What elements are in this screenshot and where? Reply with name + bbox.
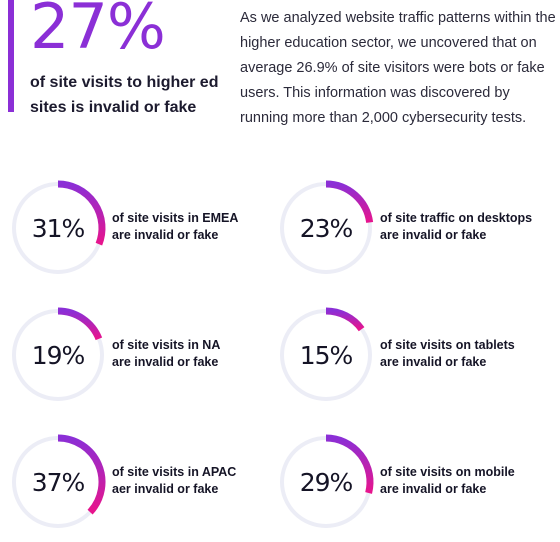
headline-stat: 27% (30, 0, 166, 63)
ring-progress-arc (57, 180, 106, 246)
stat-percent: 19% (31, 340, 86, 370)
stat-desktops: 23% of site traffic on desktops are inva… (276, 178, 536, 288)
stat-emea: 31% of site visits in EMEA are invalid o… (8, 178, 268, 288)
stat-label-line1: of site visits on tablets (380, 338, 515, 352)
stat-label-line1: of site visits in NA (112, 338, 221, 352)
donut-svg (12, 434, 106, 528)
stat-label-line2: are invalid or fake (380, 228, 487, 242)
donut-ring (276, 305, 376, 405)
stat-label: of site visits on tablets are invalid or… (380, 337, 540, 371)
stat-label: of site visits in EMEA are invalid or fa… (112, 210, 272, 244)
ring-progress-arc (325, 180, 374, 224)
donut-svg (280, 307, 372, 401)
stat-label: of site visits in NA are invalid or fake (112, 337, 272, 371)
stat-label: of site visits on mobile are invalid or … (380, 464, 540, 498)
stat-label-line1: of site traffic on desktops (380, 211, 533, 225)
headline-caption: of site visits to higher ed sites is inv… (30, 74, 219, 116)
ring-progress-arc (325, 434, 374, 494)
donut-svg (12, 307, 104, 401)
stat-label-line1: of site visits in EMEA (112, 211, 239, 225)
stat-label-line2: are invalid or fake (112, 228, 219, 242)
stat-label-line1: of site visits on mobile (380, 465, 515, 479)
donut-ring (8, 178, 108, 278)
stat-label-line1: of site visits in APAC (112, 465, 237, 479)
stat-label-line2: are invalid or fake (112, 355, 219, 369)
stat-tablets: 15% of site visits on tablets are invali… (276, 305, 536, 415)
donut-ring (8, 305, 108, 405)
intro-paragraph: As we analyzed website traffic patterns … (240, 10, 556, 126)
donut-svg (280, 434, 374, 528)
stat-percent: 29% (299, 467, 354, 497)
stat-percent: 23% (299, 213, 354, 243)
ring-progress-arc (57, 434, 106, 515)
donut-ring (276, 432, 376, 532)
stat-label: of site visits in APAC aer invalid or fa… (112, 464, 272, 498)
accent-bar (8, 0, 14, 112)
donut-svg (280, 180, 374, 274)
stat-percent: 37% (31, 467, 86, 497)
stat-mobile: 29% of site visits on mobile are invalid… (276, 432, 536, 542)
stat-na: 19% of site visits in NA are invalid or … (8, 305, 268, 415)
ring-progress-arc (325, 307, 365, 332)
stat-label-line2: aer invalid or fake (112, 482, 219, 496)
stat-label: of site traffic on desktops are invalid … (380, 210, 540, 244)
stat-percent: 31% (31, 213, 86, 243)
stat-label-line2: are invalid or fake (380, 355, 487, 369)
stat-percent: 15% (299, 340, 354, 370)
stat-label-line2: are invalid or fake (380, 482, 487, 496)
ring-progress-arc (57, 307, 103, 341)
donut-svg (12, 180, 106, 274)
stat-apac: 37% of site visits in APAC aer invalid o… (8, 432, 268, 542)
donut-ring (276, 178, 376, 278)
donut-ring (8, 432, 108, 532)
